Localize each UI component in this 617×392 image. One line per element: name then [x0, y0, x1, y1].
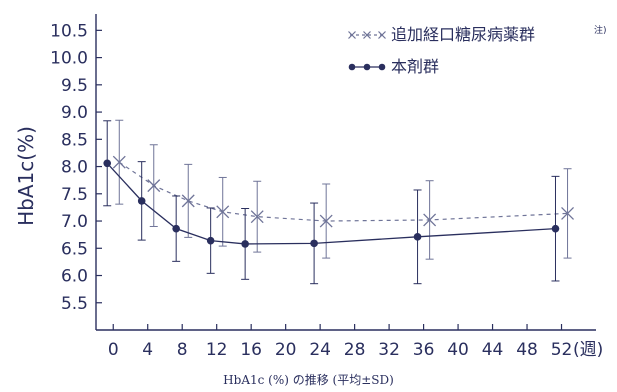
x-axis-unit-label: (週)	[573, 340, 603, 360]
data-point-x-marker	[216, 205, 230, 219]
y-tick-label: 10.5	[50, 21, 88, 41]
y-tick-label: 9.0	[61, 103, 88, 123]
y-tick-label: 8.0	[61, 158, 88, 178]
legend: 追加経口糖尿病薬群 注) 本剤群	[348, 24, 607, 76]
data-point-circle	[551, 224, 560, 233]
y-tick-label: 6.5	[61, 239, 88, 259]
data-point-circle	[172, 224, 180, 233]
y-tick-label: 10.0	[50, 49, 88, 69]
axes	[95, 14, 596, 331]
y-tick-label: 7.0	[61, 212, 88, 232]
data-point-circle	[310, 239, 318, 248]
data-point-x-marker	[561, 206, 575, 220]
data-point-circle	[103, 159, 112, 168]
legend-marker	[363, 31, 371, 39]
x-tick-label: 24	[309, 340, 331, 360]
y-tick-label: 7.5	[61, 185, 88, 205]
series-layer	[103, 119, 575, 285]
x-tick-label: 36	[413, 340, 435, 360]
legend-item-this-drug: 本剤群	[348, 57, 439, 76]
data-point-x-marker	[319, 214, 333, 228]
y-axis-label: HbA1c(%)	[14, 126, 38, 226]
data-point-x-marker	[112, 155, 126, 169]
figure-caption: HbA1c (%) の推移 (平均±SD)	[223, 373, 394, 387]
x-tick-label: 48	[516, 340, 538, 360]
data-point-circle	[241, 240, 249, 248]
x-tick-label: 44	[482, 340, 504, 360]
legend-swatch-circle-marker	[348, 63, 386, 71]
data-point-circle	[137, 197, 146, 205]
y-tick-label: 9.5	[61, 76, 88, 96]
legend-marker	[378, 63, 386, 71]
legend-marker	[348, 31, 356, 39]
legend-note: 注)	[594, 24, 607, 36]
y-tick-label: 8.5	[61, 130, 88, 150]
x-tick-label: 4	[142, 340, 153, 360]
data-point-x-marker	[147, 179, 161, 193]
series-line	[118, 161, 568, 222]
x-tick-label: 32	[378, 340, 400, 360]
legend-marker	[378, 31, 386, 39]
x-tick-label: 28	[344, 340, 366, 360]
data-point-x-marker	[181, 194, 195, 208]
y-axis-ticks: 5.5 6.0 6.5 7.0 7.5 8.0 8.5 9.0 9.5 10.0 10.5	[50, 21, 102, 314]
x-axis-ticks: 0 4 8 12 16 20 24 28 32 36 40 44 48 52	[108, 324, 573, 360]
data-point-x-marker	[423, 213, 437, 227]
y-tick-label: 5.5	[61, 294, 88, 314]
legend-marker	[363, 63, 371, 71]
series-line	[106, 162, 556, 245]
series-additional-oral-drug	[112, 119, 575, 260]
x-tick-label: 16	[240, 340, 262, 360]
legend-item-additional-oral-drug: 追加経口糖尿病薬群 注)	[348, 24, 607, 44]
x-tick-label: 12	[206, 340, 228, 360]
x-tick-label: 0	[108, 340, 119, 360]
x-tick-label: 8	[177, 340, 188, 360]
legend-swatch-x-marker	[348, 31, 386, 39]
series-this-drug	[103, 120, 560, 285]
x-tick-label: 40	[447, 340, 469, 360]
data-point-circle	[206, 236, 215, 245]
data-point-x-marker	[250, 210, 264, 224]
x-tick-label: 20	[275, 340, 297, 360]
data-point-circle	[413, 233, 422, 241]
legend-label-additional-oral-drug: 追加経口糖尿病薬群	[391, 25, 535, 44]
legend-label-this-drug: 本剤群	[391, 57, 439, 76]
y-tick-label: 6.0	[61, 267, 88, 287]
legend-marker	[348, 63, 356, 71]
x-tick-label: 52	[551, 340, 573, 360]
